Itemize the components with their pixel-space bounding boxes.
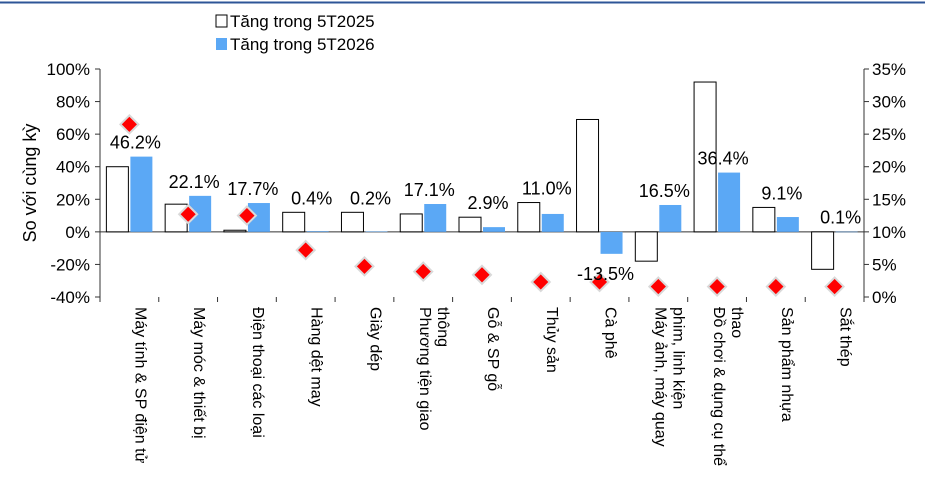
category-label: Thủy sản: [543, 307, 560, 373]
right-axis-tick-label: 30%: [872, 93, 906, 112]
data-label: 0.2%: [350, 188, 391, 208]
bar-5t2025: [340, 211, 364, 233]
legend-swatch-5t2025: [215, 14, 228, 28]
data-label: 0.1%: [820, 208, 861, 228]
legend-label-5t2026: Tăng trong 5T2026: [230, 35, 375, 54]
data-label: 17.7%: [227, 179, 278, 199]
bar-5t2025: [282, 211, 306, 233]
bar-5t2025: [576, 118, 600, 233]
diamond-marker: [177, 203, 199, 225]
bar-5t2025: [223, 229, 247, 233]
diamond-marker: [530, 271, 552, 293]
right-axis-tick-label: 20%: [872, 158, 906, 177]
bar-5t2026: [306, 231, 329, 232]
category-label: Máy móc & thiết bị: [190, 307, 207, 439]
category-label: Đồ chơi & dụng cụ thể: [710, 307, 728, 466]
bar-5t2026: [776, 217, 799, 232]
left-axis-tick-label: 80%: [56, 93, 90, 112]
bar-5t2026: [835, 231, 858, 233]
diamond-marker: [647, 276, 669, 297]
category-label: Hàng dệt may: [308, 307, 325, 407]
bar-5t2026: [424, 204, 447, 232]
left-axis-tick-label: 20%: [56, 190, 90, 209]
right-axis-tick-label: 10%: [872, 223, 906, 242]
right-axis-tick-label: 0%: [872, 288, 897, 307]
right-axis-tick-label: 35%: [872, 60, 906, 79]
data-label: 11.0%: [522, 179, 572, 199]
category-label: Giày dép: [366, 307, 383, 371]
bar-5t2026: [189, 195, 212, 232]
bar-5t2026: [483, 227, 505, 232]
diamond-marker: [589, 271, 610, 293]
right-axis-tick-label: 15%: [872, 190, 906, 209]
data-label: 17.1%: [404, 180, 455, 200]
left-axis-tick-label: -20%: [50, 255, 90, 274]
bar-5t2026: [247, 203, 270, 232]
diamond-marker: [824, 276, 846, 297]
diamond-marker: [236, 205, 258, 226]
diamond-marker: [118, 113, 140, 135]
left-axis-tick-label: -40%: [50, 288, 90, 307]
category-label: Cà phê: [602, 307, 619, 359]
bar-5t2025: [105, 166, 129, 233]
bar-5t2025: [399, 213, 423, 233]
category-label: thông: [434, 307, 451, 347]
category-label: Sắt thép: [837, 307, 856, 367]
category-label: thao: [728, 307, 745, 338]
diamond-marker: [354, 255, 375, 277]
bar-5t2026: [365, 231, 388, 233]
bar-5t2025: [693, 81, 717, 233]
y-axis-title: So với cùng kỳ: [20, 124, 40, 243]
bar-5t2025: [458, 216, 482, 233]
diamond-marker: [471, 264, 493, 286]
category-label: Gỗ & SP gỗ: [484, 307, 503, 391]
data-label: 22.1%: [169, 172, 220, 192]
bar-5t2025: [752, 206, 776, 233]
category-label: Sản phẩm nhựa: [778, 307, 796, 422]
diamond-marker: [706, 276, 728, 297]
data-label: 2.9%: [467, 193, 508, 213]
bar-5t2026: [130, 156, 153, 232]
left-axis-tick-label: 100%: [47, 60, 90, 79]
right-axis-tick-label: 25%: [872, 125, 906, 144]
left-axis-tick-label: 0%: [65, 223, 90, 242]
category-label: Máy ảnh, máy quay: [651, 307, 668, 447]
data-label: 46.2%: [110, 133, 161, 153]
category-label: Phương tiện giao: [416, 307, 433, 431]
diamond-marker: [295, 239, 317, 261]
data-label: 36.4%: [698, 149, 749, 169]
bar-5t2025: [517, 202, 541, 233]
left-axis-tick-label: 40%: [56, 158, 90, 177]
data-label: 9.1%: [761, 183, 802, 203]
data-label: 16.5%: [639, 181, 690, 201]
legend-swatch-5t2026: [216, 38, 227, 50]
diamond-marker: [765, 276, 787, 297]
bar-5t2025: [634, 231, 658, 262]
data-label: 0.4%: [291, 188, 332, 208]
category-label: phim, linh kiện: [669, 307, 686, 409]
left-axis-tick-label: 60%: [56, 125, 90, 144]
bar-5t2026: [600, 231, 623, 254]
right-axis-tick-label: 5%: [872, 255, 897, 274]
category-label: Điện thoại các loại: [249, 307, 266, 438]
bar-5t2026: [541, 213, 564, 232]
bar-5t2025: [811, 231, 835, 270]
bar-5t2026: [718, 172, 741, 232]
data-label: -13.5%: [577, 264, 634, 284]
diamond-marker: [412, 261, 434, 283]
bar-5t2026: [659, 204, 682, 232]
category-label: Máy tính & SP điện tử: [131, 307, 148, 464]
legend-label-5t2025: Tăng trong 5T2025: [230, 12, 375, 31]
